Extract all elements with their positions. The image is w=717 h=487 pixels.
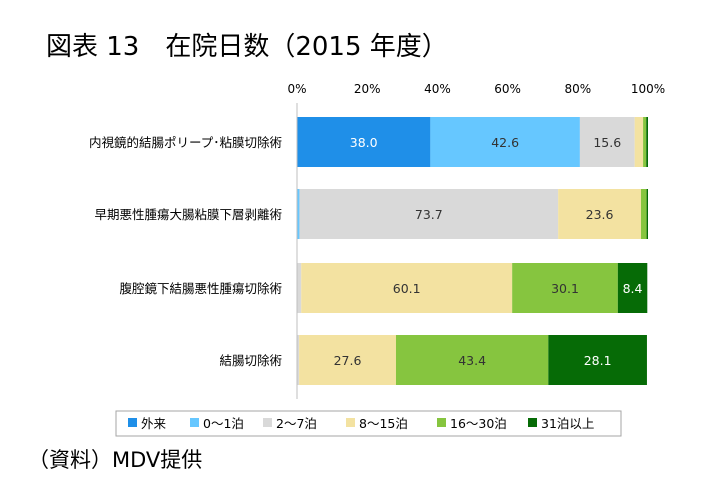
- bar-segment: [297, 335, 300, 385]
- data-label: 43.4: [458, 353, 486, 368]
- bar-segment: [297, 263, 302, 313]
- bar-segment: [646, 189, 648, 239]
- bar-segment: [579, 117, 635, 167]
- bar-segment: [643, 117, 647, 167]
- x-axis-ticks: 0% 20% 40% 60% 80% 100%: [287, 82, 665, 96]
- bar-segment: [617, 263, 648, 313]
- legend-swatch: [437, 418, 446, 427]
- chart-title: 図表 13 在院日数（2015 年度）: [46, 32, 448, 62]
- legend-label: 2～7泊: [276, 416, 317, 431]
- legend: 外来 0～1泊 2～7泊 8～15泊 16～30泊 31泊以上: [115, 410, 622, 437]
- x-tick-label: 80%: [564, 82, 591, 96]
- bar-segment: [634, 117, 644, 167]
- bar-segments: [297, 117, 648, 385]
- source-note: （資料）MDV提供: [28, 448, 203, 472]
- bar-segment: [558, 189, 641, 239]
- category-labels: 内視鏡的結腸ポリープ･粘膜切除術早期悪性腫瘍大腸粘膜下層剥離術腹腔鏡下結腸悪性腫…: [89, 135, 282, 368]
- bar-segment: [640, 189, 647, 239]
- bar-segment: [301, 263, 513, 313]
- legend-label: 外来: [141, 416, 167, 431]
- data-label: 30.1: [551, 281, 579, 296]
- legend-label: 0～1泊: [203, 416, 244, 431]
- legend-label: 8～15泊: [359, 416, 408, 431]
- data-label: 42.6: [491, 135, 519, 150]
- category-label: 結腸切除術: [219, 353, 282, 368]
- x-tick-label: 0%: [287, 82, 306, 96]
- data-label: 8.4: [623, 281, 643, 296]
- data-label: 28.1: [584, 353, 612, 368]
- legend-swatch: [528, 418, 537, 427]
- data-labels: 38.0 42.6 15.6 73.7 23.6 60.1 30.1 8.4 27.6 43.4 2…: [334, 135, 643, 368]
- data-label: 38.0: [350, 135, 378, 150]
- legend-swatch: [263, 418, 272, 427]
- bar-segment: [299, 189, 559, 239]
- legend-label: 16～30泊: [450, 416, 507, 431]
- x-tick-label: 60%: [494, 82, 521, 96]
- bar-segment: [297, 117, 431, 167]
- category-label: 内視鏡的結腸ポリープ･粘膜切除術: [89, 135, 282, 150]
- legend-swatch: [346, 418, 355, 427]
- x-tick-label: 20%: [354, 82, 381, 96]
- bar-segment: [395, 335, 549, 385]
- legend-label: 31泊以上: [541, 416, 594, 431]
- bar-segment: [430, 117, 580, 167]
- bar-segment: [299, 335, 396, 385]
- legend-swatch: [190, 418, 199, 427]
- bar-segment: [646, 117, 648, 167]
- data-label: 73.7: [415, 207, 443, 222]
- data-label: 27.6: [334, 353, 362, 368]
- x-tick-label: 40%: [424, 82, 451, 96]
- category-label: 早期悪性腫瘍大腸粘膜下層剥離術: [94, 207, 282, 222]
- data-label: 15.6: [593, 135, 621, 150]
- bar-segment: [548, 335, 647, 385]
- data-label: 60.1: [393, 281, 421, 296]
- bar-segment: [512, 263, 618, 313]
- x-tick-label: 100%: [631, 82, 665, 96]
- data-label: 23.6: [586, 207, 614, 222]
- category-label: 腹腔鏡下結腸悪性腫瘍切除術: [119, 281, 282, 296]
- bar-segment: [297, 189, 300, 239]
- legend-swatch: [128, 418, 137, 427]
